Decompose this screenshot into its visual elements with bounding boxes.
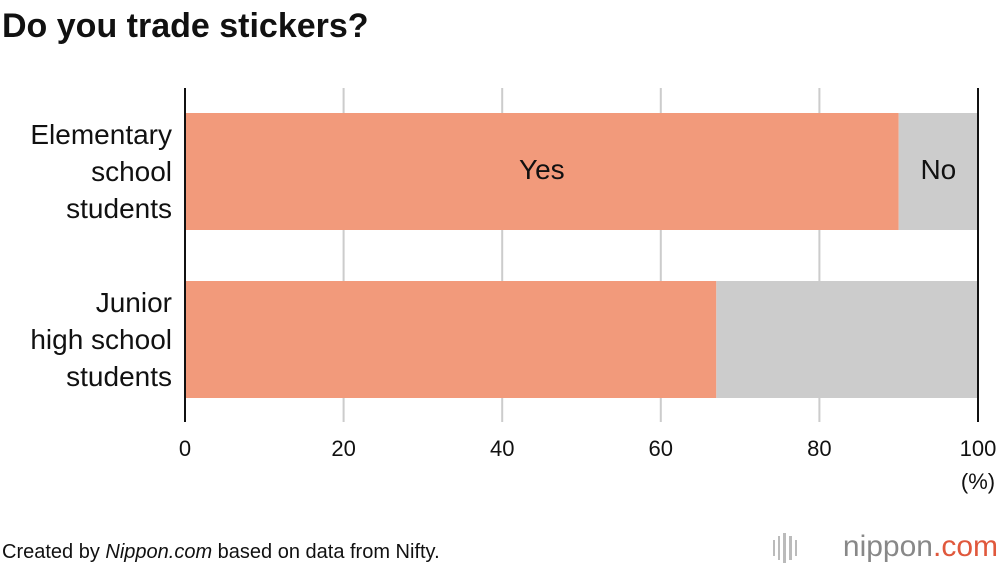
category-label: Junior high school students: [30, 287, 172, 392]
bar-segment: [898, 113, 978, 230]
bar-segment: [185, 281, 717, 398]
x-tick-label: 60: [649, 436, 673, 461]
x-tick-label: 0: [179, 436, 191, 461]
x-tick-label: 20: [331, 436, 355, 461]
x-tick-label: 40: [490, 436, 514, 461]
chart-title: Do you trade stickers?: [2, 7, 369, 45]
logo-text: .com: [933, 530, 998, 563]
source-text: based on data from Nifty.: [212, 541, 440, 563]
category-label: Elementary school students: [30, 119, 172, 224]
x-tick-label: 80: [807, 436, 831, 461]
source: Created by Nippon.com based on data from…: [2, 541, 440, 563]
plot: 0 20 40 60 80 100 Yes No (%): [179, 88, 996, 494]
series-label: Yes: [519, 154, 565, 185]
x-tick-label: 100: [960, 436, 997, 461]
source-text: Created by: [2, 541, 105, 563]
logo-icon: [773, 533, 797, 563]
source-text: Nippon.com: [105, 541, 212, 563]
bar-segment: [185, 113, 899, 230]
logo: nippon.com: [843, 530, 998, 563]
bar-segment: [716, 281, 978, 398]
x-unit: (%): [961, 469, 995, 494]
series-label: No: [920, 154, 956, 185]
logo-text: nippon: [843, 530, 933, 563]
